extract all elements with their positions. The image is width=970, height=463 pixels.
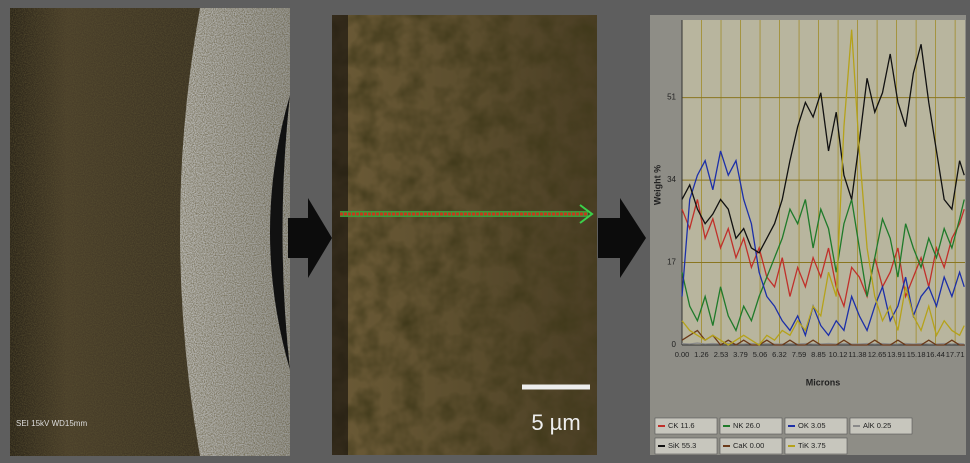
legend-label: NK 26.0 — [733, 421, 760, 430]
y-tick-label: 17 — [667, 258, 676, 267]
x-tick-label: 6.32 — [772, 350, 787, 359]
x-tick-label: 11.38 — [848, 350, 866, 359]
x-tick-label: 12.65 — [868, 350, 887, 359]
page: {"images": {"left_caption": "SEI 15kV WD… — [0, 0, 970, 463]
y-axis-label: Weight % — [652, 165, 662, 205]
x-tick-label: 13.91 — [887, 350, 906, 359]
sem-edge — [332, 15, 348, 455]
x-axis-label: Microns — [806, 377, 841, 387]
sem-caption: SEI 15kV WD15mm — [16, 419, 87, 428]
x-tick-label: 16.44 — [926, 350, 945, 359]
scale-label: 5 µm — [531, 410, 580, 435]
plot-area — [682, 20, 965, 345]
legend-label: SiK 55.3 — [668, 441, 696, 450]
y-tick-label: 0 — [672, 340, 677, 349]
legend-label: OK 3.05 — [798, 421, 826, 430]
y-tick-label: 51 — [667, 93, 676, 102]
x-tick-label: 17.71 — [946, 350, 965, 359]
x-tick-label: 2.53 — [714, 350, 729, 359]
legend-label: CK 11.6 — [668, 421, 695, 430]
x-tick-label: 5.06 — [753, 350, 768, 359]
legend-label: TiK 3.75 — [798, 441, 826, 450]
x-tick-label: 1.26 — [694, 350, 709, 359]
sem-texture — [10, 8, 290, 456]
y-tick-label: 34 — [667, 175, 676, 184]
legend-label: AlK 0.25 — [863, 421, 891, 430]
x-tick-label: 3.79 — [733, 350, 748, 359]
x-tick-label: 7.59 — [792, 350, 807, 359]
x-tick-label: 10.12 — [829, 350, 848, 359]
x-tick-label: 15.18 — [907, 350, 926, 359]
legend-label: CaK 0.00 — [733, 441, 764, 450]
x-tick-label: 0.00 — [675, 350, 690, 359]
figure: SEI 15kV WD15mm 5 µm Weight % Microns 0.… — [0, 0, 970, 463]
x-tick-label: 8.85 — [811, 350, 826, 359]
